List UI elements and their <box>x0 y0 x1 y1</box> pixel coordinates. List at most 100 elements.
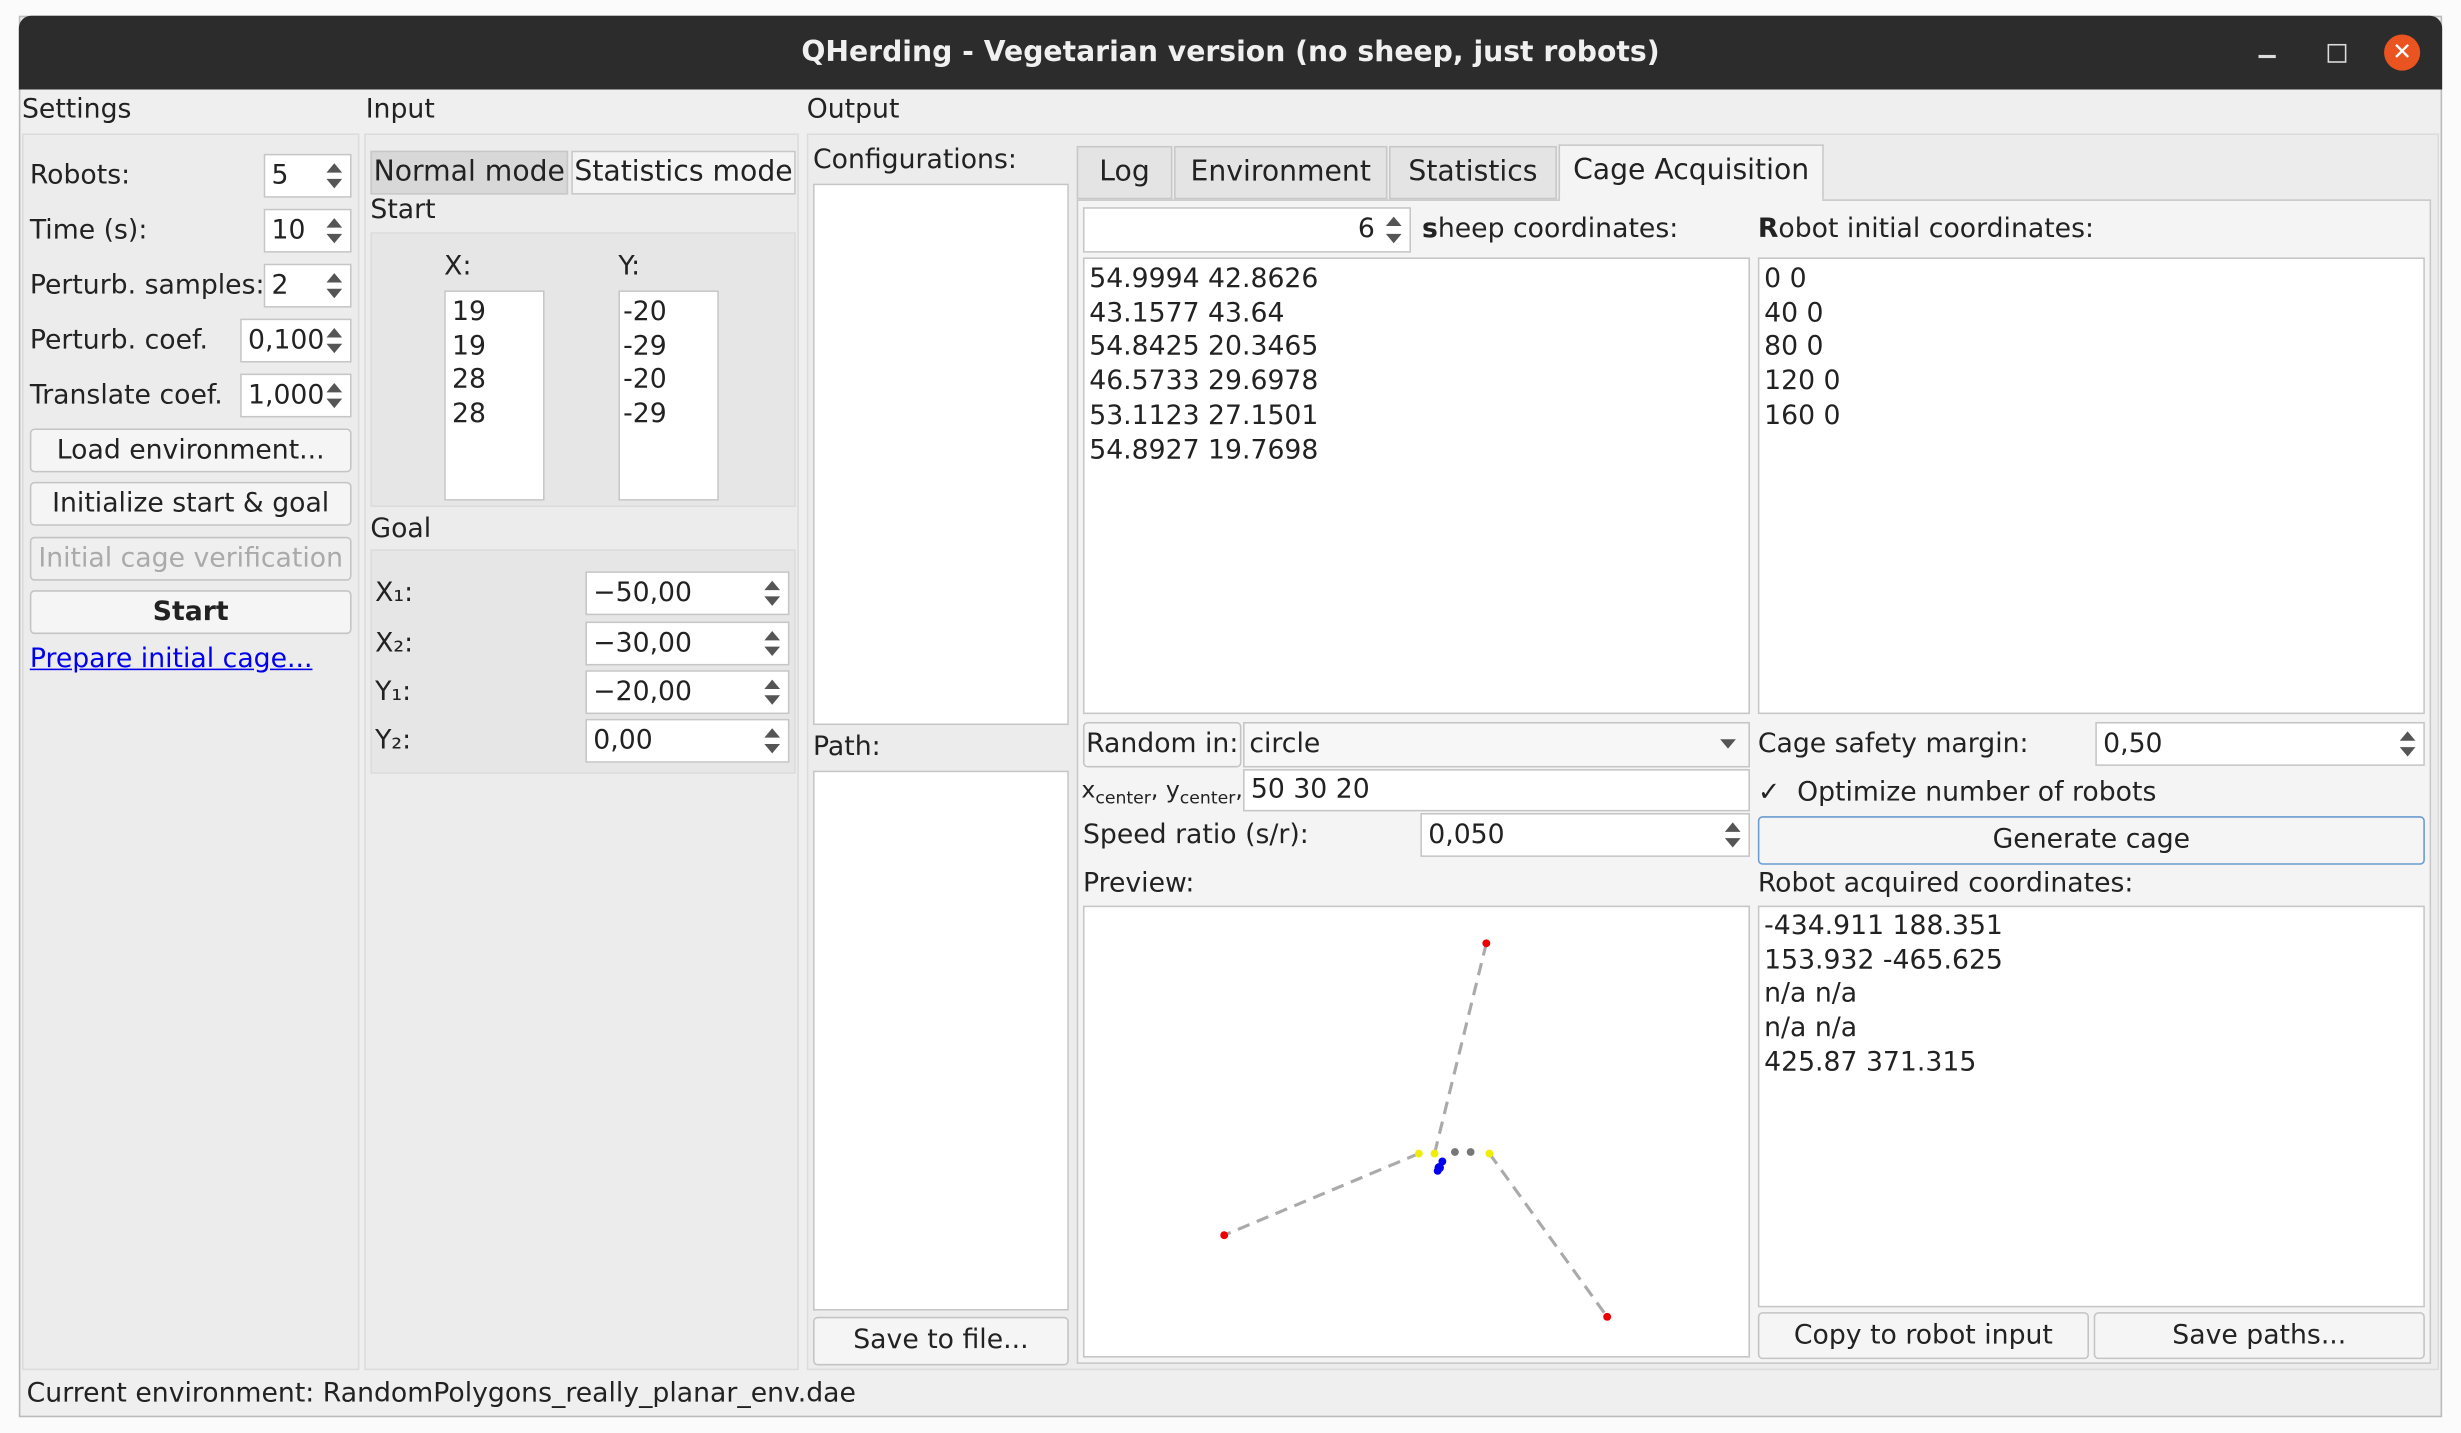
section-label: Robot acquired coordinates: <box>1757 867 2134 900</box>
spin-value: 1,000 <box>247 379 325 412</box>
spin-box[interactable]: 0,050 <box>1420 813 1750 857</box>
list-box[interactable]: -20 -29 -20 -29 <box>618 290 719 501</box>
tab[interactable]: Log <box>1076 145 1173 200</box>
spin-value: 10 <box>271 215 306 247</box>
tab[interactable]: Statistics mode <box>571 150 796 195</box>
start-point <box>1485 1149 1494 1158</box>
spin-box[interactable]: 0,50 <box>2095 721 2425 766</box>
input-title: Input <box>365 94 435 126</box>
robot-point <box>1482 939 1491 948</box>
button[interactable]: Initialize start & goal <box>29 481 352 526</box>
checkbox[interactable]: ✓ <box>1757 776 1781 809</box>
path-list[interactable] <box>813 770 1069 1311</box>
button[interactable]: Random in: <box>1082 721 1242 768</box>
start-button[interactable]: Start <box>29 590 352 635</box>
path-line <box>1488 1152 1609 1318</box>
field-label: Perturb. samples: <box>29 269 265 302</box>
button[interactable]: Save paths... <box>2093 1312 2425 1360</box>
spin-value: 0,00 <box>593 725 653 757</box>
text-line: 80 0 <box>1764 331 1824 364</box>
spin-value: 2 <box>271 269 289 302</box>
tab[interactable]: Statistics <box>1389 145 1557 200</box>
spin-box[interactable]: 10 <box>263 208 352 253</box>
list-label: Path: <box>813 731 881 763</box>
text-line: 46.5733 29.6978 <box>1089 365 1319 398</box>
spin-box[interactable]: 0,00 <box>585 718 790 763</box>
spin-box[interactable]: 5 <box>263 153 352 198</box>
button[interactable]: Save to file... <box>813 1316 1069 1366</box>
list-item: -20 <box>623 364 667 397</box>
close-button[interactable]: ✕ <box>2384 34 2421 71</box>
configurations-list[interactable] <box>813 183 1069 726</box>
label-sub: center <box>1179 787 1236 809</box>
text-line: 53.1123 27.1501 <box>1089 399 1319 432</box>
title-bar <box>18 15 2443 90</box>
spin-value: 0,50 <box>2103 728 2163 760</box>
text-line: 425.87 371.315 <box>1764 1046 1977 1078</box>
button-disabled: Initial cage verification <box>29 536 352 581</box>
button[interactable]: Load environment... <box>29 428 352 473</box>
tab[interactable]: Environment <box>1173 145 1388 200</box>
start-point <box>1430 1149 1439 1158</box>
path-line <box>1223 1152 1420 1237</box>
spin-value: −20,00 <box>593 676 693 708</box>
sheep-point <box>1438 1157 1447 1166</box>
spin-box[interactable]: −50,00 <box>585 571 790 616</box>
tab-selected[interactable]: Normal mode <box>370 150 569 195</box>
field-label: Y₁: <box>375 676 412 708</box>
tab-selected[interactable]: Cage Acquisition <box>1558 144 1824 201</box>
text-line: 153.932 -465.625 <box>1764 944 2003 976</box>
text-input[interactable]: 50 30 20 <box>1243 769 1750 812</box>
link[interactable]: Prepare initial cage... <box>29 643 313 675</box>
start-group <box>370 232 796 507</box>
list-item: 19 <box>452 330 486 363</box>
tab-joint <box>1560 196 1823 203</box>
label-sub: center <box>1095 787 1151 809</box>
text-line: 120 0 <box>1764 365 1841 398</box>
text-line: -434.911 188.351 <box>1764 910 2003 942</box>
spin-box[interactable]: −20,00 <box>585 670 790 715</box>
text-area[interactable]: 0 0 40 0 80 0 120 0 160 0 <box>1757 257 2425 715</box>
button[interactable]: Generate cage <box>1757 816 2425 865</box>
spin-box[interactable]: 1,000 <box>240 373 352 418</box>
spin-box[interactable]: 2 <box>263 263 352 308</box>
group-title: Goal <box>370 513 432 545</box>
button[interactable]: Copy to robot input <box>1757 1312 2090 1360</box>
spin-value: 0,100 <box>247 324 325 357</box>
window-title: QHerding - Vegetarian version (no sheep,… <box>801 36 1660 70</box>
text-line: n/a n/a <box>1764 1012 1858 1044</box>
minimize-button[interactable] <box>2258 54 2276 59</box>
spin-value: 0,050 <box>1428 819 1505 851</box>
field-label: X₂: <box>375 627 414 660</box>
text-area[interactable]: -434.911 188.351 153.932 -465.625 n/a n/a n… <box>1757 905 2425 1308</box>
text-line: 40 0 <box>1764 297 1824 330</box>
start-point <box>1414 1149 1423 1158</box>
list-item: 28 <box>452 364 486 397</box>
spin-box[interactable]: 0,100 <box>240 318 352 363</box>
spin-box[interactable]: −30,00 <box>585 621 790 666</box>
field-label: X₁: <box>375 577 414 609</box>
label-part: x <box>1081 775 1096 804</box>
field-label: Robots: <box>29 160 131 192</box>
list-item: -20 <box>623 296 667 329</box>
combo-box[interactable]: circle <box>1243 721 1750 768</box>
spin-box[interactable]: 6 <box>1082 207 1411 253</box>
column-label: Y: <box>618 251 641 283</box>
list-label: Robot initial coordinates: <box>1757 213 2094 245</box>
field-label: Speed ratio (s/r): <box>1082 819 1309 851</box>
text-line: 160 0 <box>1764 399 1841 432</box>
maximize-button[interactable] <box>2327 43 2347 63</box>
list-box[interactable]: 19 19 28 28 <box>444 290 545 501</box>
text-line: n/a n/a <box>1764 978 1858 1010</box>
list-item: 19 <box>452 296 486 329</box>
text-area[interactable]: 54.9994 42.8626 43.1577 43.64 54.8425 20.3… <box>1082 257 1750 715</box>
checkbox-label: Optimize number of robots <box>1797 776 2157 809</box>
path-line <box>1432 942 1488 1154</box>
text-line: 43.1577 43.64 <box>1089 297 1285 330</box>
list-item: -29 <box>623 398 667 431</box>
text-line: 54.8927 19.7698 <box>1089 433 1319 466</box>
start-point <box>1451 1148 1459 1156</box>
